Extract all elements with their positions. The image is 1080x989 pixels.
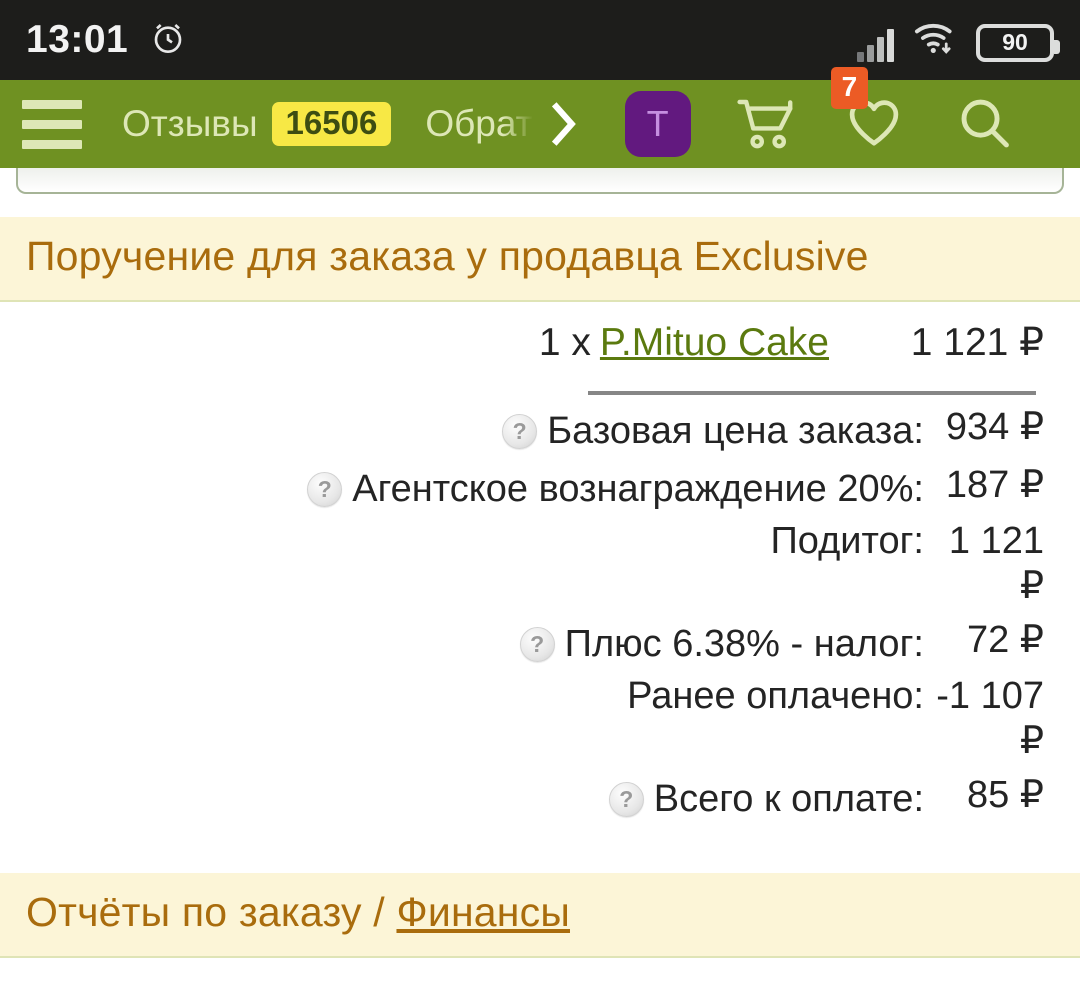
favorites-count-badge: 7 [830, 66, 869, 109]
help-question-icon[interactable]: ? [502, 414, 538, 449]
reports-list: 19 Июнь, 2019г. в 14:00:13 [0, 958, 1080, 989]
summary-row-value: 187 ₽ [945, 464, 1044, 506]
avatar-initial: T [646, 103, 669, 144]
summary-row-value: -1 107 ₽ [936, 675, 1044, 762]
battery-icon: 90 [976, 23, 1060, 62]
nav-item-reviews[interactable]: Отзывы 16506 [122, 101, 392, 147]
status-bar-right: 90 [857, 19, 1060, 62]
search-icon[interactable] [955, 95, 1015, 153]
chevron-right-icon [543, 97, 585, 151]
reviews-count-badge: 16506 [271, 101, 392, 147]
summary-row-label: Ранее оплачено: [627, 675, 924, 718]
alarm-clock-icon [148, 18, 188, 63]
status-bar-left: 13:01 [26, 18, 188, 63]
favorites-heart-button[interactable]: 7 [830, 66, 903, 155]
reports-heading: Отчёты по заказу / Финансы [26, 889, 1054, 936]
heart-icon [845, 94, 903, 155]
status-clock: 13:01 [26, 18, 129, 61]
summary-row: Ранее оплачено: -1 107 ₽ [22, 666, 1058, 763]
summary-row: ? Базовая цена заказа: 934 ₽ [22, 395, 1058, 453]
summary-row-label: ? Базовая цена заказа: [502, 410, 924, 453]
order-item-price: 1 121 ₽ [910, 321, 1044, 364]
summary-row-value: 72 ₽ [966, 619, 1044, 661]
help-question-icon[interactable]: ? [307, 472, 343, 507]
hamburger-menu-icon[interactable] [22, 99, 82, 149]
summary-label-text: Всего к оплате: [653, 778, 924, 820]
order-banner: Поручение для заказа у продавца Exclusiv… [0, 217, 1080, 302]
reports-finance-link[interactable]: Финансы [396, 889, 570, 935]
order-item-name-link[interactable]: P.Mituo Cake [599, 321, 829, 364]
nav-item-feedback[interactable]: Обрат [425, 97, 584, 151]
help-question-icon[interactable]: ? [519, 627, 555, 662]
reports-heading-prefix: Отчёты по заказу / [26, 889, 397, 935]
battery-level: 90 [1002, 29, 1028, 55]
summary-row-value: 934 ₽ [945, 406, 1044, 448]
summary-bottom-spacer [0, 821, 1080, 873]
summary-label-text: Агентское вознаграждение 20%: [352, 468, 924, 510]
summary-row-label: ? Плюс 6.38% - налог: [519, 623, 924, 666]
collapsed-panel-stub [16, 168, 1064, 194]
summary-row-label: Подитог: [770, 520, 924, 563]
summary-label-text: Плюс 6.38% - налог: [564, 623, 924, 665]
order-item-row: 1 x P.Mituo Cake 1 121 ₽ [22, 320, 1058, 365]
summary-label-text: Базовая цена заказа: [547, 410, 924, 452]
shopping-cart-icon[interactable] [733, 95, 799, 153]
summary-row-label: ? Агентское вознаграждение 20%: [307, 468, 924, 511]
help-question-icon[interactable]: ? [608, 782, 644, 817]
summary-row-label: ? Всего к оплате: [608, 778, 924, 821]
order-item-quantity: 1 x [538, 321, 591, 364]
wifi-icon [912, 19, 958, 62]
app-nav-bar: Отзывы 16506 Обрат T 7 [0, 66, 1080, 168]
panel-spacer [0, 194, 1080, 217]
summary-row: ? Всего к оплате: 85 ₽ [22, 763, 1058, 821]
summary-label-text: Подитог: [770, 520, 924, 562]
feedback-label: Обрат [425, 103, 533, 144]
reports-banner: Отчёты по заказу / Финансы [0, 873, 1080, 958]
summary-row: ? Агентское вознаграждение 20%: 187 ₽ [22, 453, 1058, 511]
summary-row: ? Плюс 6.38% - налог: 72 ₽ [22, 608, 1058, 666]
summary-row: Подитог: 1 121 ₽ [22, 511, 1058, 608]
status-bar: 13:01 90 [0, 0, 1080, 80]
page-title: Поручение для заказа у продавца Exclusiv… [26, 233, 869, 279]
summary-row-value: 85 ₽ [966, 774, 1044, 816]
order-summary: 1 x P.Mituo Cake 1 121 ₽ ? Базовая цена з… [0, 302, 1080, 821]
cellular-signal-icon [857, 28, 894, 62]
order-summary-lines: ? Базовая цена заказа: 934 ₽? Агентское воз… [22, 395, 1058, 821]
user-avatar[interactable]: T [624, 91, 691, 157]
order-divider [588, 391, 1036, 395]
reviews-label: Отзывы [122, 102, 258, 144]
summary-row-value: 1 121 ₽ [948, 520, 1044, 607]
summary-label-text: Ранее оплачено: [627, 675, 924, 717]
